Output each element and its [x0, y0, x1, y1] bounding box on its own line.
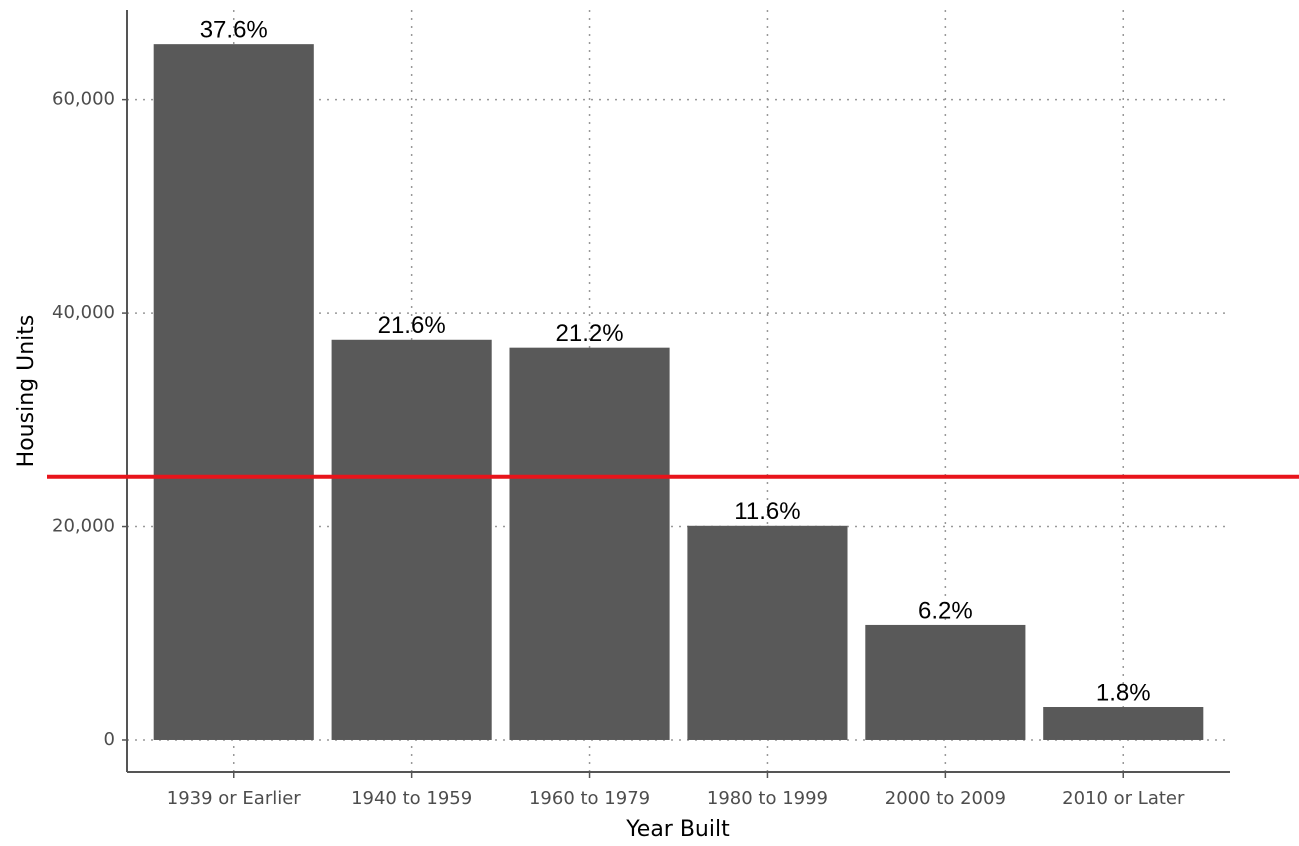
bar-label: 37.6% — [200, 16, 268, 43]
x-tick-label: 2000 to 2009 — [885, 788, 1006, 809]
bar — [1043, 707, 1204, 740]
y-tick-label: 0 — [104, 729, 115, 750]
y-tick-label: 20,000 — [52, 516, 115, 537]
y-axis-title: Housing Units — [14, 315, 39, 468]
bar — [153, 44, 314, 740]
bar — [865, 624, 1026, 740]
x-axis-title: Year Built — [625, 817, 730, 842]
bar-label: 21.6% — [378, 312, 446, 339]
x-tick-label: 1980 to 1999 — [707, 788, 828, 809]
bar-label: 21.2% — [556, 320, 624, 347]
bar-label: 11.6% — [734, 498, 800, 525]
x-tick-label: 1960 to 1979 — [529, 788, 650, 809]
bar — [509, 347, 670, 740]
y-tick-label: 60,000 — [52, 89, 115, 110]
bar-label: 6.2% — [918, 597, 973, 624]
y-tick-label: 40,000 — [52, 302, 115, 323]
x-tick-label: 1940 to 1959 — [351, 788, 472, 809]
x-tick-label: 1939 or Earlier — [167, 788, 302, 809]
bar — [331, 339, 492, 740]
bar-label: 1.8% — [1096, 679, 1151, 706]
x-tick-label: 2010 or Later — [1062, 788, 1185, 809]
bar — [687, 525, 848, 740]
